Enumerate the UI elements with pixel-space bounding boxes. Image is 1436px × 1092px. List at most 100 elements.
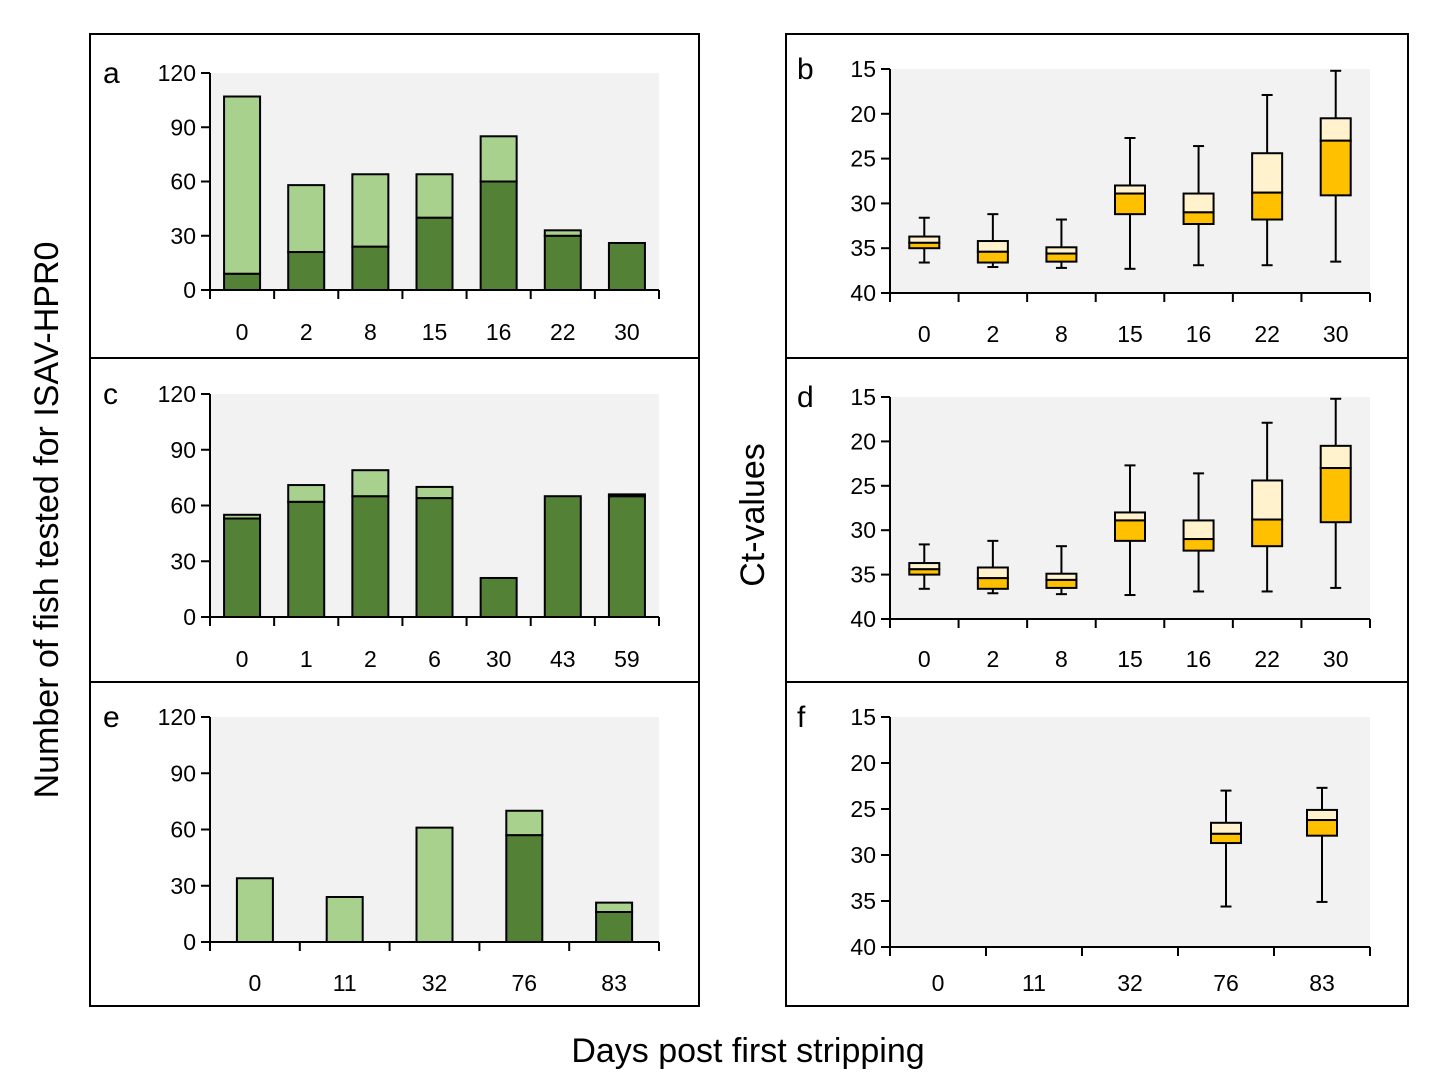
y-tick-label: 120 bbox=[158, 381, 196, 407]
x-tick-label: 6 bbox=[428, 646, 441, 672]
x-tick-label: 0 bbox=[236, 319, 249, 345]
panel-letter: e bbox=[103, 701, 120, 734]
y-tick-label: 30 bbox=[850, 517, 876, 543]
y-tick-label: 30 bbox=[850, 842, 876, 868]
bar-positive bbox=[351, 495, 390, 619]
bar-positive bbox=[415, 497, 454, 619]
box-lower-half bbox=[1045, 252, 1078, 263]
x-tick-label: 16 bbox=[1186, 321, 1212, 347]
box-lower-half bbox=[1319, 139, 1352, 197]
bar-negative bbox=[505, 809, 544, 837]
bar-positive bbox=[479, 180, 518, 291]
bar-positive bbox=[351, 245, 390, 292]
box-lower-half bbox=[1182, 211, 1215, 226]
bar-positive bbox=[287, 500, 326, 618]
panel-letter: b bbox=[797, 53, 814, 86]
x-tick-label: 0 bbox=[932, 970, 945, 996]
panel-letter: c bbox=[103, 378, 118, 411]
bar-negative bbox=[415, 485, 454, 500]
box-lower-half bbox=[908, 568, 941, 576]
y-tick-label: 90 bbox=[170, 437, 196, 463]
x-tick-label: 8 bbox=[1055, 646, 1068, 672]
bar-negative bbox=[479, 135, 518, 183]
box-lower-half bbox=[1114, 519, 1146, 542]
y-tick-label: 15 bbox=[850, 56, 876, 82]
x-tick-label: 32 bbox=[1117, 970, 1143, 996]
bar-negative bbox=[351, 173, 390, 248]
y-tick-label: 20 bbox=[850, 428, 876, 454]
box-upper-half bbox=[1182, 519, 1215, 541]
panel-letter: f bbox=[797, 701, 806, 734]
box-upper-half bbox=[1319, 444, 1352, 470]
box-lower-half bbox=[1182, 538, 1215, 552]
x-tick-label: 76 bbox=[512, 970, 538, 996]
box-lower-half bbox=[908, 241, 941, 250]
x-tick-label: 43 bbox=[550, 646, 576, 672]
panel-b: b 15 20 25 30 35 40 0 2 8 15 16 22 30 bbox=[797, 53, 1371, 347]
box-lower-half bbox=[1045, 578, 1078, 589]
y-tick-label: 25 bbox=[850, 146, 876, 172]
x-tick-label: 30 bbox=[1323, 646, 1349, 672]
box-upper-half bbox=[1251, 152, 1284, 194]
bar-positive bbox=[223, 517, 262, 619]
x-tick-label: 22 bbox=[1254, 646, 1280, 672]
bar-negative bbox=[415, 826, 454, 943]
bar-negative bbox=[543, 229, 582, 237]
x-tick-label: 1 bbox=[300, 646, 313, 672]
panel-d: d 15 20 25 30 35 40 0 2 8 15 16 22 30 bbox=[797, 381, 1371, 672]
x-tick-label: 30 bbox=[1323, 321, 1349, 347]
bar-positive bbox=[543, 234, 582, 291]
y-tick-label: 35 bbox=[850, 235, 876, 261]
box-upper-half bbox=[1251, 479, 1284, 521]
y-tick-label: 30 bbox=[170, 548, 196, 574]
panel-a: a 0 30 60 90 120 0 2 8 15 16 22 30 bbox=[103, 57, 660, 345]
box-upper-half bbox=[1114, 184, 1146, 195]
bar-negative bbox=[415, 173, 454, 219]
x-tick-label: 8 bbox=[364, 319, 377, 345]
y-tick-label: 35 bbox=[850, 562, 876, 588]
y-tick-label: 40 bbox=[850, 934, 876, 960]
box-lower-half bbox=[1319, 467, 1352, 524]
bar-negative bbox=[287, 184, 326, 254]
panel-f-frame bbox=[785, 681, 1409, 1007]
x-tick-label: 0 bbox=[249, 970, 262, 996]
box-upper-half bbox=[1210, 821, 1242, 835]
x-tick-label: 83 bbox=[1309, 970, 1335, 996]
box-upper-half bbox=[976, 566, 1009, 580]
bar-negative bbox=[223, 95, 262, 275]
bar-positive bbox=[505, 834, 544, 943]
y-tick-label: 30 bbox=[170, 873, 196, 899]
y-tick-label: 15 bbox=[850, 704, 876, 730]
x-tick-label: 32 bbox=[422, 970, 448, 996]
y-tick-label: 90 bbox=[170, 760, 196, 786]
y-tick-label: 25 bbox=[850, 473, 876, 499]
bar-positive bbox=[595, 911, 634, 943]
x-tick-label: 15 bbox=[1117, 321, 1143, 347]
bar-negative bbox=[607, 493, 646, 498]
y-tick-label: 40 bbox=[850, 280, 876, 306]
y-tick-label: 120 bbox=[158, 60, 196, 86]
y-tick-label: 60 bbox=[170, 817, 196, 843]
y-tick-label: 20 bbox=[850, 750, 876, 776]
bar-positive bbox=[543, 495, 582, 619]
x-tick-label: 22 bbox=[1254, 321, 1280, 347]
x-tick-label: 30 bbox=[614, 319, 640, 345]
panel-letter: d bbox=[797, 381, 814, 414]
y-tick-label: 20 bbox=[850, 101, 876, 127]
bar-negative bbox=[287, 484, 326, 503]
bar-positive bbox=[607, 241, 646, 292]
x-tick-label: 2 bbox=[986, 321, 999, 347]
left-y-axis-title: Number of fish tested for ISAV-HPR0 bbox=[28, 242, 66, 799]
x-axis-title: Days post first stripping bbox=[571, 1032, 924, 1070]
x-tick-label: 2 bbox=[986, 646, 999, 672]
y-tick-label: 0 bbox=[183, 277, 196, 303]
x-tick-label: 11 bbox=[1022, 970, 1046, 996]
y-tick-label: 30 bbox=[170, 223, 196, 249]
box-upper-half bbox=[1182, 192, 1215, 214]
x-tick-label: 11 bbox=[333, 970, 357, 996]
x-tick-label: 8 bbox=[1055, 321, 1068, 347]
y-tick-label: 120 bbox=[158, 704, 196, 730]
x-tick-label: 22 bbox=[550, 319, 576, 345]
box-upper-half bbox=[1114, 511, 1146, 522]
